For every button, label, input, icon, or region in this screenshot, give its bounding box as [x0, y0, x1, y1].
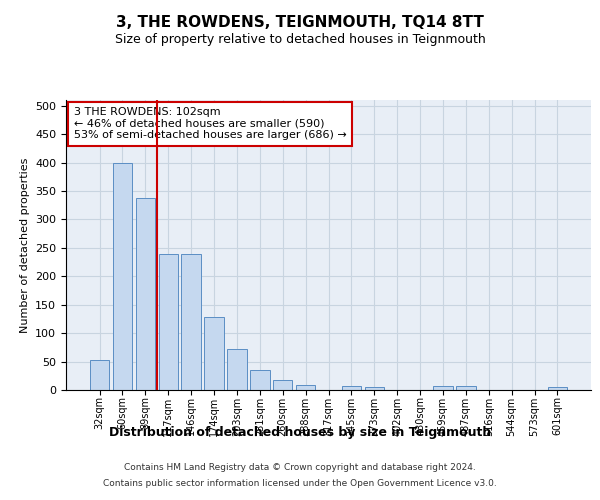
Bar — [548, 387, 567, 390]
Text: Size of property relative to detached houses in Teignmouth: Size of property relative to detached ho… — [115, 32, 485, 46]
Text: 3, THE ROWDENS, TEIGNMOUTH, TQ14 8TT: 3, THE ROWDENS, TEIGNMOUTH, TQ14 8TT — [116, 15, 484, 30]
Y-axis label: Number of detached properties: Number of detached properties — [20, 158, 29, 332]
Bar — [90, 360, 109, 390]
Text: Contains HM Land Registry data © Crown copyright and database right 2024.: Contains HM Land Registry data © Crown c… — [124, 464, 476, 472]
Text: Distribution of detached houses by size in Teignmouth: Distribution of detached houses by size … — [109, 426, 491, 439]
Bar — [456, 386, 476, 390]
Text: Contains public sector information licensed under the Open Government Licence v3: Contains public sector information licen… — [103, 478, 497, 488]
Bar — [136, 198, 155, 390]
Text: 3 THE ROWDENS: 102sqm
← 46% of detached houses are smaller (590)
53% of semi-det: 3 THE ROWDENS: 102sqm ← 46% of detached … — [74, 108, 347, 140]
Bar — [433, 386, 452, 390]
Bar — [296, 386, 316, 390]
Bar — [341, 386, 361, 390]
Bar — [181, 254, 201, 390]
Bar — [273, 380, 292, 390]
Bar — [227, 349, 247, 390]
Bar — [113, 162, 132, 390]
Bar — [250, 370, 269, 390]
Bar — [205, 317, 224, 390]
Bar — [158, 254, 178, 390]
Bar — [365, 387, 384, 390]
